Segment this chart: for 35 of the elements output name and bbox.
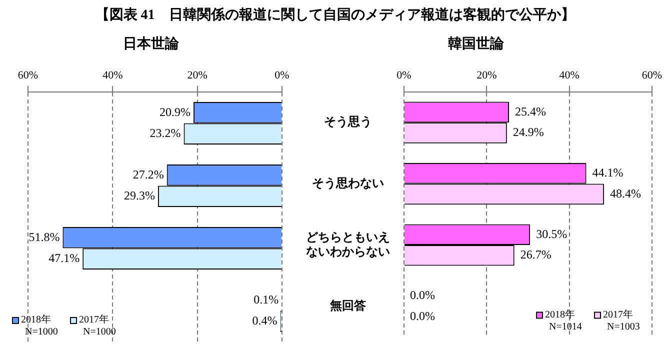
data-label: 27.2% xyxy=(132,167,164,182)
data-label: 26.7% xyxy=(520,248,552,262)
y-tick-label: そう思わない xyxy=(312,176,384,190)
x-tick-label: 0% xyxy=(396,69,412,82)
data-label: 25.4% xyxy=(514,104,546,118)
data-label: 0.4% xyxy=(252,314,278,328)
y-tick-label: 無回答 xyxy=(329,298,367,312)
legend-label: 2018年 N=1000 xyxy=(21,314,58,338)
x-tick-label: 60% xyxy=(642,69,662,82)
data-label: 23.2% xyxy=(150,126,181,140)
data-label: 29.3% xyxy=(124,188,155,203)
data-label: 48.4% xyxy=(610,186,642,200)
chart-title: 日本世論 xyxy=(123,35,180,52)
y-tick-label: どちらともいえないわからない xyxy=(306,230,390,258)
data-label: 51.8% xyxy=(28,230,60,244)
x-tick-label: 40% xyxy=(559,69,580,82)
data-label: 47.1% xyxy=(48,251,80,266)
data-label: 0.1% xyxy=(254,292,279,306)
data-label: 24.9% xyxy=(512,125,544,140)
data-label: 44.1% xyxy=(592,166,624,180)
legend-label: 2017年 N=1003 xyxy=(603,308,640,332)
data-label: 20.9% xyxy=(160,104,191,119)
legend-label: 2017年 N=1000 xyxy=(79,314,116,338)
data-label: 0.0% xyxy=(410,288,435,302)
x-tick-label: 0% xyxy=(274,69,290,82)
chart-title: 韓国世論 xyxy=(448,35,505,52)
x-tick-label: 20% xyxy=(187,69,208,82)
data-label: 0.0% xyxy=(410,308,435,323)
data-label: 30.5% xyxy=(536,226,568,241)
y-tick-label: そう思う xyxy=(324,114,372,129)
text: 【図表 41 日韓関係の報道に関して自国のメディア報道は客観的で公平か】 xyxy=(94,6,576,24)
x-tick-label: 20% xyxy=(476,69,497,82)
x-tick-label: 40% xyxy=(102,69,123,82)
x-tick-label: 60% xyxy=(18,69,38,82)
legend-label: 2018年 N=1014 xyxy=(545,308,582,332)
